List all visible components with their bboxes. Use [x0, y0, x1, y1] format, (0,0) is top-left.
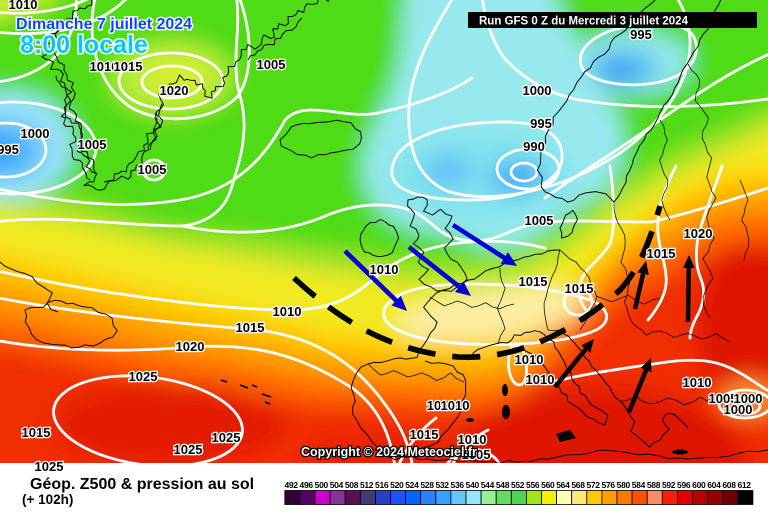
svg-text:1015: 1015: [647, 246, 676, 261]
svg-text:504: 504: [330, 480, 344, 490]
svg-text:1015: 1015: [22, 425, 51, 440]
svg-text:528: 528: [420, 480, 434, 490]
svg-text:1010: 1010: [90, 59, 119, 74]
svg-text:532: 532: [435, 480, 449, 490]
svg-text:596: 596: [677, 480, 691, 490]
svg-text:1000: 1000: [21, 126, 50, 141]
svg-text:990: 990: [523, 139, 545, 154]
svg-text:Run GFS 0 Z du Mercredi 3 juil: Run GFS 0 Z du Mercredi 3 juillet 2024: [479, 16, 689, 28]
svg-text:1020: 1020: [684, 226, 713, 241]
svg-text:1025: 1025: [212, 430, 241, 445]
svg-text:568: 568: [571, 480, 585, 490]
svg-text:1015: 1015: [519, 274, 548, 289]
svg-text:556: 556: [526, 480, 540, 490]
svg-text:1025: 1025: [35, 459, 64, 474]
svg-text:496: 496: [300, 480, 314, 490]
svg-text:524: 524: [405, 480, 419, 490]
svg-text:548: 548: [496, 480, 510, 490]
svg-text:1010: 1010: [441, 398, 470, 413]
svg-text:1005: 1005: [138, 162, 167, 177]
svg-text:552: 552: [511, 480, 525, 490]
svg-text:612: 612: [737, 480, 751, 490]
svg-text:516: 516: [375, 480, 389, 490]
svg-text:995: 995: [630, 27, 652, 42]
svg-text:1010: 1010: [370, 262, 399, 277]
svg-text:508: 508: [345, 480, 359, 490]
svg-text:1010: 1010: [273, 304, 302, 319]
svg-text:Copyright © 2024 Meteociel.fr: Copyright © 2024 Meteociel.fr: [301, 445, 477, 459]
svg-text:Dimanche 7 juillet 2024: Dimanche 7 juillet 2024: [16, 16, 192, 33]
svg-text:1020: 1020: [160, 83, 189, 98]
svg-text:492: 492: [284, 480, 298, 490]
svg-text:1020: 1020: [176, 339, 205, 354]
svg-text:1005: 1005: [78, 137, 107, 152]
svg-text:540: 540: [466, 480, 480, 490]
svg-text:500: 500: [315, 480, 329, 490]
svg-text:572: 572: [586, 480, 600, 490]
svg-text:1025: 1025: [129, 369, 158, 384]
svg-text:1015: 1015: [565, 281, 594, 296]
svg-text:1025: 1025: [174, 442, 203, 457]
svg-text:1000: 1000: [734, 391, 763, 406]
svg-text:560: 560: [541, 480, 555, 490]
svg-text:10: 10: [427, 398, 441, 413]
svg-text:1000: 1000: [523, 83, 552, 98]
svg-text:995: 995: [0, 142, 19, 157]
svg-text:564: 564: [556, 480, 570, 490]
svg-text:1015: 1015: [114, 59, 143, 74]
svg-text:1010: 1010: [683, 375, 712, 390]
svg-text:588: 588: [647, 480, 661, 490]
svg-text:608: 608: [722, 480, 736, 490]
svg-text:584: 584: [632, 480, 646, 490]
svg-text:576: 576: [602, 480, 616, 490]
svg-text:1005: 1005: [257, 57, 286, 72]
svg-text:600: 600: [692, 480, 706, 490]
svg-text:1005: 1005: [462, 447, 491, 462]
svg-text:Géop. Z500 & pression au sol: Géop. Z500 & pression au sol: [30, 476, 254, 493]
svg-text:592: 592: [662, 480, 676, 490]
svg-text:(+ 102h): (+ 102h): [22, 492, 73, 507]
svg-text:8:00 locale: 8:00 locale: [20, 31, 148, 59]
svg-text:1010: 1010: [458, 432, 487, 447]
svg-text:580: 580: [617, 480, 631, 490]
svg-text:536: 536: [451, 480, 465, 490]
svg-text:1015: 1015: [410, 427, 439, 442]
svg-text:1000: 1000: [724, 402, 753, 417]
svg-text:1005: 1005: [709, 391, 738, 406]
svg-text:512: 512: [360, 480, 374, 490]
svg-text:1005: 1005: [525, 213, 554, 228]
svg-text:995: 995: [530, 116, 552, 131]
svg-text:1010: 1010: [515, 352, 544, 367]
svg-text:1015: 1015: [236, 320, 265, 335]
svg-text:544: 544: [481, 480, 495, 490]
svg-text:1010: 1010: [9, 0, 38, 12]
svg-text:604: 604: [707, 480, 721, 490]
svg-text:1010: 1010: [526, 372, 555, 387]
svg-text:520: 520: [390, 480, 404, 490]
